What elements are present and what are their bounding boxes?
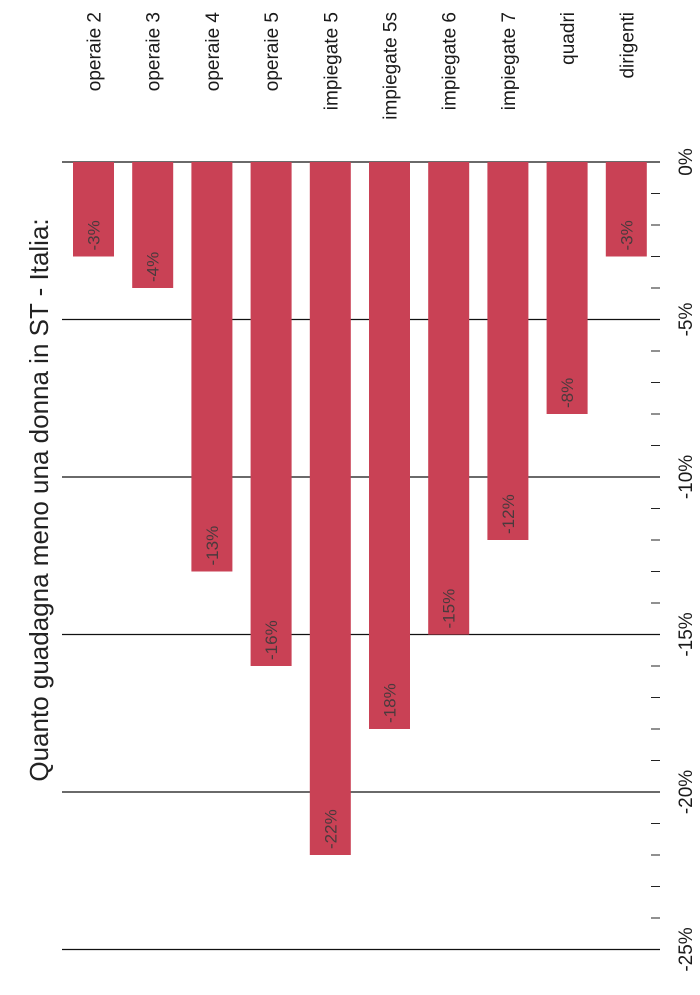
category-label: impiegate 5 — [321, 12, 342, 110]
data-label: -3% — [85, 220, 104, 250]
label-layer: operaie 2 -3% operaie 3 -4% operaie 4 -13% ope… — [85, 12, 639, 849]
bar — [250, 162, 292, 666]
bar — [605, 162, 647, 257]
bar — [309, 162, 351, 855]
data-label: -12% — [499, 494, 518, 534]
category-label: operaie 2 — [85, 12, 106, 91]
data-label: -3% — [617, 220, 636, 250]
bar — [132, 162, 174, 288]
bar-layer — [73, 162, 647, 855]
data-label: -22% — [321, 809, 340, 849]
chart-title: Quanto guadagna meno una donna in ST - I… — [24, 218, 54, 781]
category-label: impiegate 6 — [440, 12, 461, 110]
category-label: operaie 4 — [203, 12, 224, 92]
category-label: operaie 3 — [144, 12, 165, 91]
bar — [369, 162, 410, 729]
category-label: quadri — [558, 12, 579, 65]
tick-label: -20% — [676, 770, 697, 814]
data-label: -4% — [144, 252, 163, 282]
tick-label: -5% — [676, 303, 697, 337]
data-label: -13% — [203, 526, 222, 566]
data-label: -8% — [558, 378, 577, 408]
category-label: dirigenti — [617, 12, 638, 79]
bar — [191, 162, 233, 572]
category-label: operaie 5 — [262, 12, 283, 91]
data-label: -18% — [381, 683, 400, 723]
tick-label: -15% — [676, 612, 697, 656]
bar — [546, 162, 588, 414]
tick-label: -10% — [676, 455, 697, 499]
bar — [73, 162, 114, 257]
category-label: impiegate 5s — [381, 12, 402, 120]
bar — [428, 162, 470, 635]
tick-label: -25% — [676, 927, 697, 971]
data-label: -16% — [262, 620, 281, 660]
bar — [487, 162, 529, 540]
data-label: -15% — [440, 589, 459, 629]
category-label: impiegate 7 — [499, 12, 520, 110]
tick-label: 0% — [676, 148, 697, 176]
